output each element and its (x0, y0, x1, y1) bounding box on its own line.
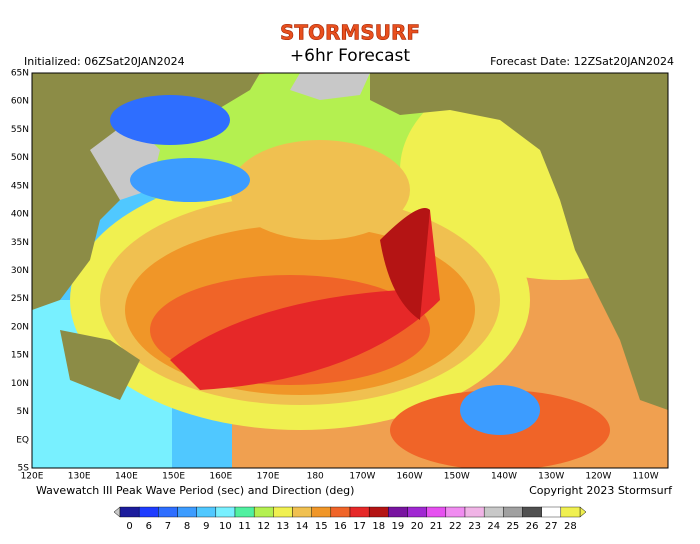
map-frame (31, 72, 669, 469)
lon-label: 160W (397, 472, 423, 482)
legend-swatch (196, 506, 217, 518)
legend-label: 18 (372, 521, 385, 532)
legend-label: 21 (430, 521, 443, 532)
legend-label: 24 (487, 521, 500, 532)
legend-label: 11 (238, 521, 251, 532)
legend-swatch (234, 506, 255, 518)
lon-label: 180 (307, 472, 324, 482)
forecast-date: Forecast Date: 12ZSat20JAN2024 (490, 55, 674, 68)
legend-label: 7 (165, 521, 171, 532)
legend-label: 10 (219, 521, 232, 532)
legend-label: 22 (449, 521, 462, 532)
lon-label: 170E (257, 472, 280, 482)
lon-label: 120W (585, 472, 611, 482)
legend-swatch (119, 506, 140, 518)
lon-label: 160E (209, 472, 232, 482)
legend-label: 9 (203, 521, 209, 532)
legend-label: 13 (277, 521, 290, 532)
lat-label: EQ (16, 435, 29, 445)
brand: STORMSURF (280, 21, 420, 45)
legend-arrow-left (113, 506, 121, 518)
lon-label: 150W (444, 472, 470, 482)
legend-swatch (464, 506, 485, 518)
legend-swatch (522, 506, 542, 518)
lat-label: 5S (18, 464, 30, 474)
legend-swatch (330, 506, 351, 518)
lon-label: 170W (349, 472, 375, 482)
map (32, 73, 668, 468)
legend-swatch (503, 506, 523, 518)
lon-label: 110W (633, 472, 659, 482)
lon-label: 130E (68, 472, 91, 482)
legend-label: 15 (315, 521, 328, 532)
legend-swatch (426, 506, 447, 518)
lon-label: 130W (538, 472, 564, 482)
legend-swatch (292, 506, 312, 518)
legend-label: 26 (526, 521, 539, 532)
legend-label: 6 (146, 521, 152, 532)
legend-label: 19 (392, 521, 405, 532)
lat-label: 10N (11, 379, 29, 389)
lon-label: 120E (21, 472, 44, 482)
legend-swatch (560, 506, 581, 518)
legend-swatch (311, 506, 332, 518)
legend-label: 28 (564, 521, 577, 532)
legend-label: 23 (468, 521, 481, 532)
legend-label: 0 (126, 521, 132, 532)
legend-swatch (253, 506, 274, 518)
lat-label: 65N (11, 69, 29, 79)
legend-swatch (368, 506, 389, 518)
lat-label: 15N (11, 351, 29, 361)
caption: Wavewatch III Peak Wave Period (sec) and… (36, 484, 354, 497)
legend-swatch (388, 506, 408, 518)
lat-label: 20N (11, 322, 29, 332)
lat-label: 40N (11, 210, 29, 220)
lon-label: 150E (162, 472, 185, 482)
legend-swatch (158, 506, 178, 518)
legend-swatch (273, 506, 293, 518)
legend-label: 25 (507, 521, 520, 532)
title: +6hr Forecast (290, 46, 410, 66)
legend-label: 17 (353, 521, 366, 532)
lat-label: 60N (11, 97, 29, 107)
legend-label: 12 (257, 521, 270, 532)
legend-arrow-right (579, 506, 587, 518)
initialized: Initialized: 06ZSat20JAN2024 (24, 55, 185, 68)
legend-swatch (445, 506, 466, 518)
lon-label: 140W (491, 472, 517, 482)
legend-label: 27 (545, 521, 558, 532)
lat-label: 45N (11, 181, 29, 191)
lat-label: 30N (11, 266, 29, 276)
legend-swatch (215, 506, 236, 518)
legend-swatch (138, 506, 159, 518)
legend-label: 20 (411, 521, 424, 532)
lat-label: 5N (17, 407, 29, 417)
copyright: Copyright 2023 Stormsurf (529, 484, 673, 497)
lat-label: 50N (11, 153, 29, 163)
legend-swatch (177, 506, 197, 518)
legend-swatch (349, 506, 370, 518)
legend-swatch (407, 506, 427, 518)
lon-label: 140E (115, 472, 138, 482)
lat-label: 25N (11, 294, 29, 304)
legend-swatch (483, 506, 504, 518)
lat-label: 55N (11, 125, 29, 135)
legend-label: 14 (296, 521, 309, 532)
legend-label: 16 (334, 521, 347, 532)
lat-label: 35N (11, 238, 29, 248)
legend-label: 8 (184, 521, 190, 532)
legend-swatch (541, 506, 562, 518)
